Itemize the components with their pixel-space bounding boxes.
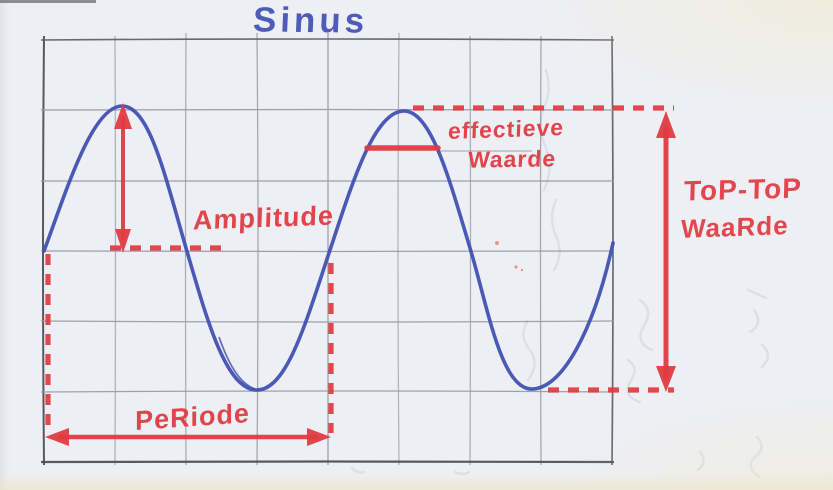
grid-lines: [40, 32, 615, 466]
effective-value-label-line1: effectieve: [447, 113, 565, 145]
peak-to-peak-arrowhead-up: [656, 111, 676, 138]
red-annotations: [45, 103, 676, 446]
red-smudge: [495, 241, 499, 245]
amplitude-label: Amplitude: [192, 200, 335, 236]
effective-value-label-line2: Waarde: [467, 145, 557, 173]
red-smudges: [495, 241, 524, 272]
red-smudge: [520, 268, 524, 272]
figure-title: Sinus: [252, 0, 370, 41]
peak-to-peak-label-line1: ToP-ToP: [683, 172, 803, 207]
peak-to-peak-label-line2: WaaRde: [680, 210, 789, 244]
period-arrowhead-left: [45, 428, 69, 446]
scan-edge-artifact: [0, 0, 96, 3]
red-smudge: [514, 265, 518, 269]
